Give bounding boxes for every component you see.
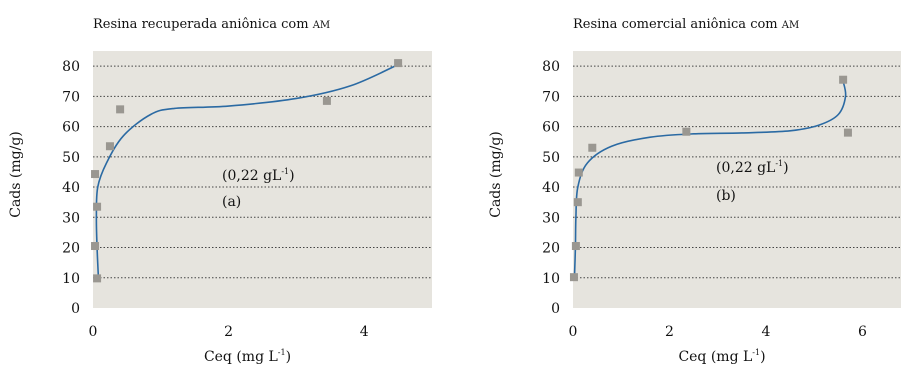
data-point xyxy=(843,128,852,137)
y-tick-label: 60 xyxy=(62,120,80,136)
y-tick-label: 60 xyxy=(542,120,560,136)
data-point xyxy=(569,273,578,282)
plot-area xyxy=(93,51,432,308)
annotation-concentration: (0,22 gL-1) xyxy=(222,167,295,184)
annotation-panel-letter: (a) xyxy=(222,194,241,210)
data-point xyxy=(839,75,848,84)
data-point xyxy=(682,127,691,136)
data-point xyxy=(322,96,331,105)
y-tick-label: 40 xyxy=(62,180,80,196)
x-tick-label: 6 xyxy=(858,324,867,340)
x-tick-label: 2 xyxy=(224,324,233,340)
y-tick-label: 20 xyxy=(62,241,80,257)
y-tick-label: 20 xyxy=(542,241,560,257)
fit-curve xyxy=(573,81,847,278)
annotation-concentration: (0,22 gL-1) xyxy=(716,159,789,176)
y-axis-label: Cads (mg/g) xyxy=(488,131,504,218)
y-tick-label: 10 xyxy=(542,271,560,287)
x-tick-label: 4 xyxy=(360,324,369,340)
data-point xyxy=(105,142,114,151)
y-tick-label: 30 xyxy=(62,210,80,226)
plot-area xyxy=(573,51,901,308)
y-tick-label: 50 xyxy=(542,150,560,166)
y-tick-label: 50 xyxy=(62,150,80,166)
y-tick-label: 0 xyxy=(551,301,560,317)
y-axis-label: Cads (mg/g) xyxy=(8,131,24,218)
y-tick-label: 40 xyxy=(542,180,560,196)
annotation-panel-letter: (b) xyxy=(716,188,736,204)
x-tick-label: 2 xyxy=(665,324,674,340)
y-tick-label: 30 xyxy=(542,210,560,226)
x-axis-label: Ceq (mg L-1) xyxy=(678,348,765,365)
y-tick-label: 80 xyxy=(62,59,80,75)
data-point xyxy=(91,170,100,179)
x-axis-label: Ceq (mg L-1) xyxy=(204,348,291,365)
data-point xyxy=(93,202,102,211)
x-tick-label: 4 xyxy=(761,324,770,340)
chart-title: Resina recuperada aniônica com AM xyxy=(93,17,330,32)
data-point xyxy=(91,242,100,251)
y-tick-label: 80 xyxy=(542,59,560,75)
data-point xyxy=(573,198,582,207)
chart-panel-2: Resina comercial aniônica com AM01020304… xyxy=(488,17,901,365)
data-point xyxy=(574,168,583,177)
fit-curve xyxy=(95,63,399,278)
y-tick-label: 70 xyxy=(542,89,560,105)
x-tick-label: 0 xyxy=(89,324,98,340)
data-point xyxy=(571,242,580,251)
chart-panel-1: Resina recuperada aniônica com AM0102030… xyxy=(8,17,432,365)
y-tick-label: 10 xyxy=(62,271,80,287)
data-point xyxy=(116,105,125,114)
chart-title: Resina comercial aniônica com AM xyxy=(573,17,799,32)
y-tick-label: 70 xyxy=(62,89,80,105)
data-point xyxy=(394,59,403,68)
x-tick-label: 0 xyxy=(569,324,578,340)
y-tick-label: 0 xyxy=(71,301,80,317)
data-point xyxy=(93,274,102,283)
data-point xyxy=(588,143,597,152)
